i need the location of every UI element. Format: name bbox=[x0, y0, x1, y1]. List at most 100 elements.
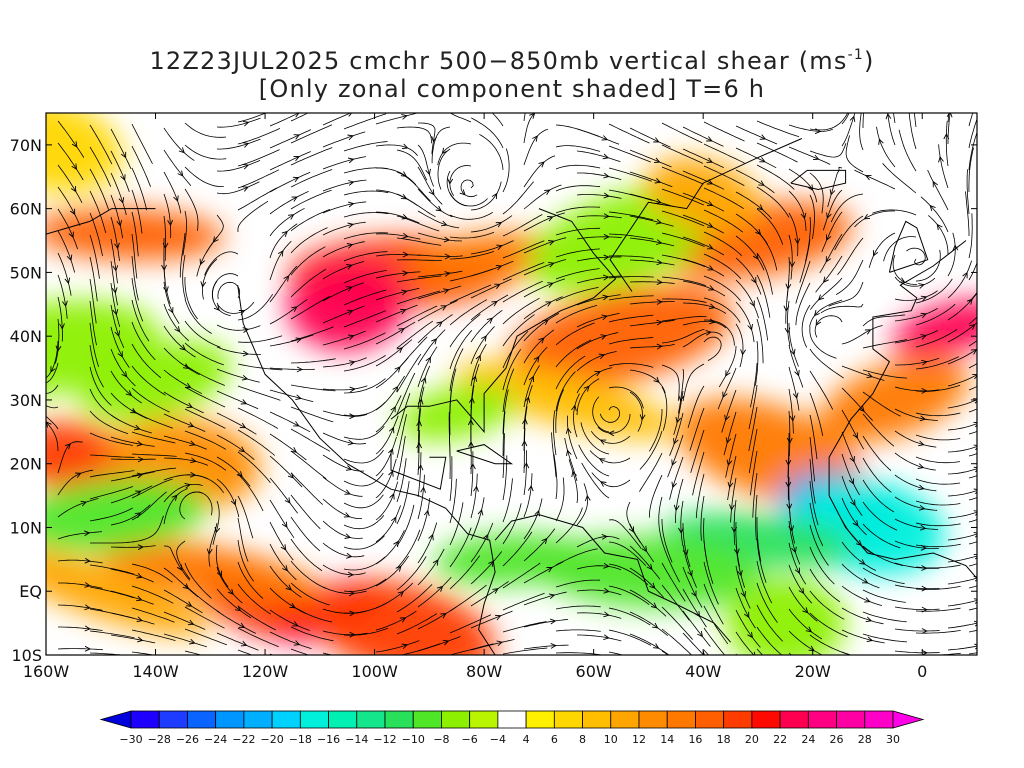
streamline bbox=[57, 186, 81, 227]
colorbar-label: −8 bbox=[433, 733, 449, 746]
streamline bbox=[290, 428, 331, 452]
streamline bbox=[449, 456, 453, 502]
streamline bbox=[750, 362, 758, 408]
streamline bbox=[184, 474, 225, 494]
streamline-arrowhead bbox=[850, 499, 856, 507]
streamline bbox=[947, 260, 972, 299]
streamline bbox=[216, 632, 259, 651]
streamline-arrowhead bbox=[524, 396, 531, 403]
streamline bbox=[322, 113, 352, 126]
streamline bbox=[502, 433, 505, 479]
streamline bbox=[375, 640, 420, 653]
streamline bbox=[343, 270, 387, 284]
streamline-arrowhead bbox=[134, 424, 141, 431]
lat-label-20N: 20N bbox=[10, 455, 42, 474]
streamline bbox=[431, 126, 451, 164]
streamline bbox=[809, 458, 816, 504]
streamline bbox=[750, 450, 758, 496]
streamline bbox=[883, 236, 917, 262]
streamline-arrowhead bbox=[118, 197, 125, 204]
streamline bbox=[673, 390, 684, 435]
streamline-arrowhead bbox=[805, 626, 813, 633]
streamline bbox=[788, 542, 807, 585]
streamline bbox=[110, 216, 120, 261]
streamline bbox=[968, 430, 977, 435]
streamline bbox=[449, 643, 494, 655]
streamline bbox=[131, 515, 164, 543]
streamline bbox=[470, 294, 509, 321]
streamline bbox=[343, 332, 386, 350]
streamline bbox=[269, 631, 312, 649]
streamline-arrowhead bbox=[807, 184, 814, 191]
streamline bbox=[269, 455, 303, 488]
streamline-arrowhead bbox=[920, 295, 928, 302]
lat-label-70N: 70N bbox=[10, 136, 42, 155]
streamline bbox=[237, 335, 283, 343]
streamline-arrowhead bbox=[600, 334, 607, 340]
streamline bbox=[110, 590, 154, 605]
streamline bbox=[375, 375, 405, 411]
streamline bbox=[788, 124, 833, 132]
streamline-arrowhead bbox=[293, 640, 301, 646]
streamline bbox=[682, 126, 724, 147]
lon-label-140W: 140W bbox=[132, 662, 179, 681]
streamline-arrowhead bbox=[649, 582, 656, 589]
streamline bbox=[237, 200, 269, 233]
streamline bbox=[470, 117, 504, 149]
streamline-arrowhead bbox=[402, 251, 409, 258]
lat-label-10S: 10S bbox=[11, 646, 42, 665]
streamline bbox=[290, 358, 336, 364]
streamline bbox=[968, 261, 977, 281]
colorbar-over-triangle bbox=[892, 710, 925, 729]
streamline-arrowhead bbox=[401, 143, 409, 150]
streamline bbox=[89, 322, 100, 368]
lat-label-60N: 60N bbox=[10, 200, 42, 219]
streamline-arrowhead bbox=[603, 192, 610, 199]
streamline-arrowhead bbox=[240, 640, 248, 647]
streamline-arrowhead bbox=[583, 385, 590, 392]
streamline bbox=[555, 477, 565, 522]
streamline bbox=[215, 544, 229, 588]
streamline-arrowhead bbox=[84, 557, 91, 564]
streamline-arrowhead bbox=[706, 179, 714, 185]
streamline-arrowhead bbox=[861, 578, 869, 584]
streamline bbox=[862, 567, 905, 585]
streamline bbox=[290, 406, 334, 423]
streamline bbox=[703, 143, 745, 164]
streamline-arrowhead bbox=[239, 422, 247, 429]
streamline bbox=[184, 188, 199, 231]
streamline-arrowhead bbox=[571, 404, 577, 412]
streamline-arrowhead bbox=[401, 289, 408, 296]
streamline bbox=[821, 211, 843, 252]
streamline-arrowhead bbox=[398, 328, 405, 334]
colorbar-swatch bbox=[723, 710, 753, 729]
streamline bbox=[947, 399, 977, 409]
streamline-arrowhead bbox=[921, 585, 928, 592]
streamline bbox=[938, 144, 949, 189]
streamline bbox=[470, 240, 514, 255]
streamline bbox=[269, 565, 302, 598]
streamline bbox=[131, 491, 167, 521]
streamline bbox=[417, 522, 438, 564]
streamline bbox=[290, 626, 334, 642]
colorbar-swatch bbox=[158, 710, 188, 729]
streamline bbox=[868, 232, 896, 268]
streamline bbox=[894, 518, 939, 530]
streamline-arrowhead bbox=[952, 244, 959, 251]
streamline bbox=[216, 301, 255, 314]
streamline bbox=[237, 149, 280, 167]
streamline-arrowhead bbox=[345, 465, 353, 471]
lon-label-160W: 160W bbox=[23, 662, 70, 681]
streamline bbox=[581, 462, 610, 499]
streamline bbox=[915, 434, 961, 441]
streamline bbox=[682, 236, 725, 256]
streamline bbox=[417, 232, 462, 242]
streamline-arrowhead bbox=[281, 230, 288, 237]
streamline-arrowhead bbox=[347, 439, 355, 446]
streamline bbox=[460, 179, 478, 198]
streamline bbox=[375, 415, 399, 455]
streamline-arrowhead bbox=[794, 369, 800, 377]
streamline bbox=[322, 385, 368, 391]
streamline-arrowhead bbox=[344, 533, 352, 539]
streamline bbox=[915, 278, 953, 304]
